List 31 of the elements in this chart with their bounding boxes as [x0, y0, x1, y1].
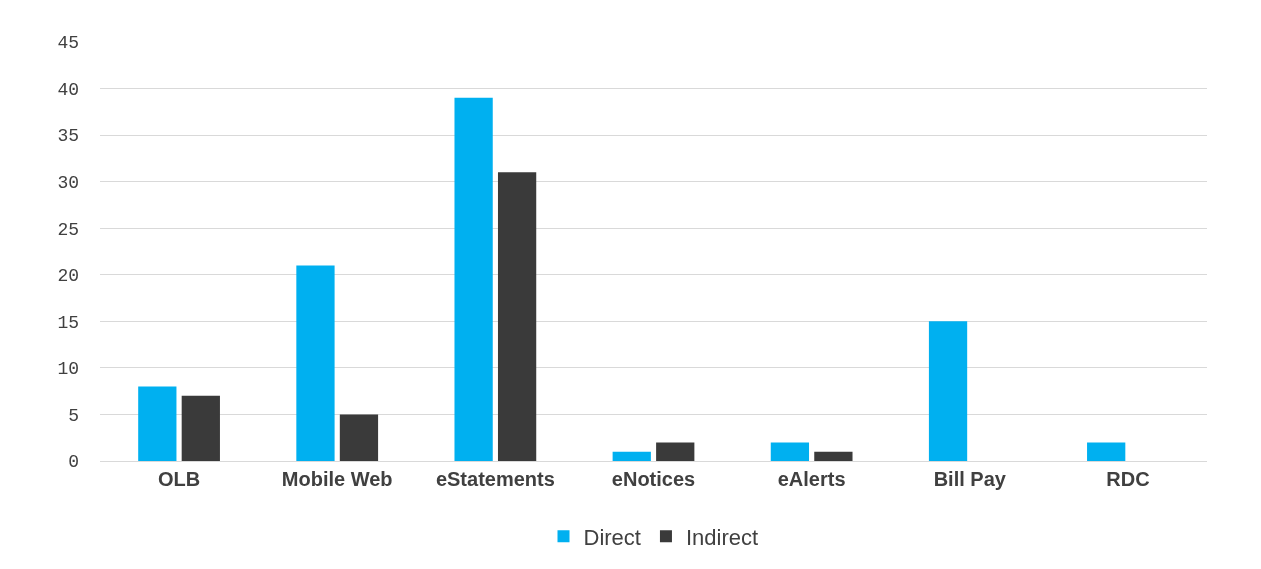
bar [814, 451, 853, 461]
bar [928, 321, 968, 461]
bar [296, 265, 335, 461]
x-tick-label: eStatements [435, 468, 555, 490]
legend-label: Indirect [685, 524, 759, 550]
y-tick-label: 10 [57, 359, 79, 380]
bar [1087, 442, 1126, 461]
bar [181, 395, 220, 461]
x-tick-label: Mobile Web [281, 468, 393, 490]
legend-label: Direct [583, 524, 641, 550]
y-tick-label: 25 [57, 219, 79, 240]
y-tick-label: 30 [57, 172, 79, 193]
bar [770, 442, 810, 461]
x-tick-label: eAlerts [777, 468, 846, 490]
x-tick-label: RDC [1106, 468, 1150, 490]
x-tick-label: Bill Pay [933, 468, 1007, 490]
bar [656, 442, 695, 461]
y-tick-label: 20 [57, 266, 79, 287]
bar [138, 386, 177, 461]
bar [497, 172, 537, 461]
bar [454, 97, 493, 461]
y-tick-label: 35 [57, 126, 79, 147]
y-tick-label: 5 [68, 405, 79, 426]
bar [612, 451, 651, 461]
y-tick-label: 15 [57, 312, 79, 333]
y-tick-label: 40 [57, 79, 79, 100]
y-tick-label: 45 [57, 33, 79, 54]
bar [339, 414, 379, 461]
x-tick-label: OLB [157, 468, 201, 490]
x-tick-label: eNotices [611, 468, 696, 490]
y-tick-label: 0 [68, 452, 79, 473]
